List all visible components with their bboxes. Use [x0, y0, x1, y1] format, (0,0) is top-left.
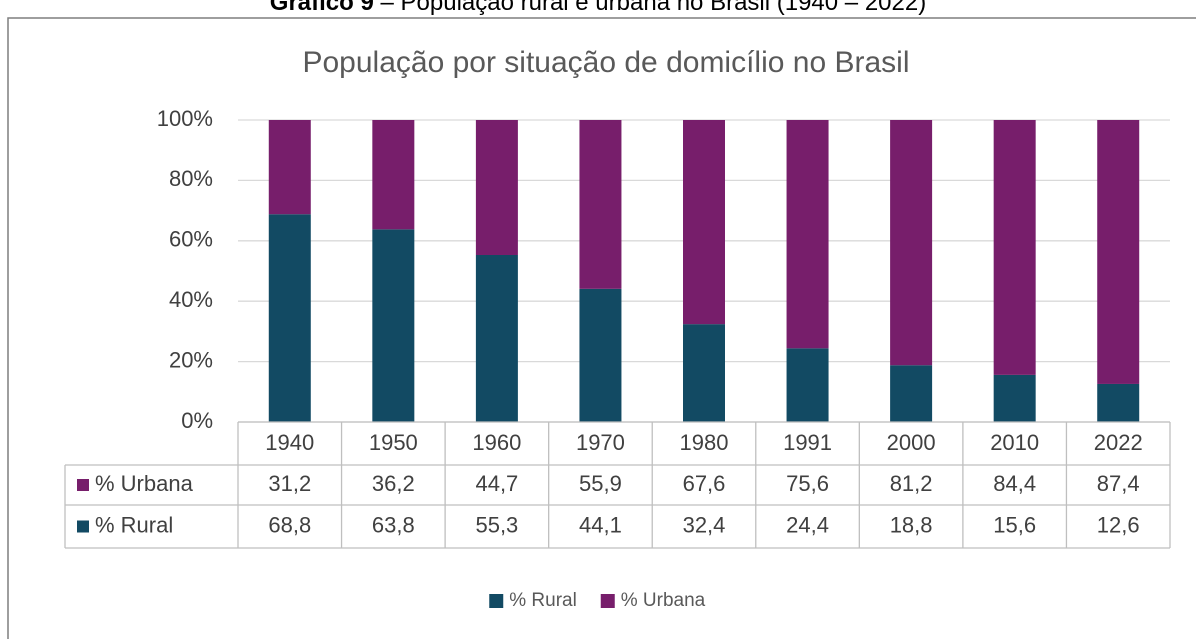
bar-segment — [1097, 383, 1140, 422]
caption-text: – População rural e urbana no Brasil (19… — [381, 0, 927, 16]
x-tick-label: 2000 — [887, 430, 936, 455]
table-value: 63,8 — [372, 512, 415, 537]
bar-segment — [268, 120, 311, 215]
table-value: 36,2 — [372, 471, 415, 496]
table-value: 32,4 — [683, 512, 726, 537]
y-tick-label: 80% — [169, 166, 213, 191]
y-tick-label: 20% — [169, 347, 213, 372]
bar-segment — [890, 365, 933, 422]
x-tick-label: 1970 — [576, 430, 625, 455]
bar-segment — [683, 324, 725, 422]
table-value: 87,4 — [1097, 471, 1140, 496]
bar-segment — [372, 120, 415, 230]
y-tick-label: 100% — [157, 106, 213, 131]
table-value: 44,1 — [579, 512, 622, 537]
bar-segment — [683, 120, 725, 325]
table-value: 81,2 — [890, 471, 933, 496]
legend-key — [489, 594, 504, 608]
table-row-label: % Rural — [95, 512, 173, 537]
table-legend-key — [77, 520, 89, 533]
table-value: 24,4 — [786, 512, 829, 537]
table-value: 18,8 — [890, 512, 933, 537]
bar-segment — [786, 120, 829, 349]
x-tick-label: 1980 — [680, 430, 729, 455]
bar-segment — [993, 120, 1036, 375]
table-value: 12,6 — [1097, 512, 1140, 537]
y-tick-label: 60% — [169, 227, 213, 252]
table-value: 55,3 — [475, 512, 518, 537]
legend-label: % Urbana — [621, 590, 706, 611]
bar-segment — [786, 348, 829, 422]
bar-segment — [993, 374, 1036, 422]
bar-segment — [579, 120, 622, 289]
table-value: 31,2 — [268, 471, 311, 496]
legend-key — [600, 594, 615, 608]
x-tick-label: 1960 — [472, 430, 521, 455]
table-legend-key — [77, 479, 89, 491]
caption: Gráfico 9 – População rural e urbana no … — [270, 0, 926, 16]
bar-segment — [579, 288, 622, 422]
table-value: 68,8 — [268, 512, 311, 537]
x-tick-label: 1950 — [369, 430, 418, 455]
bar-segment — [475, 254, 518, 422]
table-value: 75,6 — [786, 471, 829, 496]
y-tick-label: 0% — [181, 408, 213, 433]
table-value: 84,4 — [993, 471, 1036, 496]
x-tick-label: 1991 — [783, 430, 832, 455]
x-tick-label: 2010 — [990, 430, 1039, 455]
bar-segment — [475, 120, 518, 255]
legend-label: % Rural — [509, 590, 577, 611]
x-tick-label: 1940 — [265, 430, 314, 455]
x-tick-label: 2022 — [1094, 430, 1143, 455]
chart-title: População por situação de domicílio no B… — [302, 46, 909, 79]
caption-label: Gráfico 9 — [270, 0, 374, 16]
table-value: 15,6 — [993, 512, 1036, 537]
table-value: 44,7 — [475, 471, 518, 496]
bar-segment — [268, 214, 311, 422]
table-value: 67,6 — [683, 471, 726, 496]
bar-segment — [890, 120, 933, 366]
y-tick-label: 40% — [169, 287, 213, 312]
bar-segment — [372, 229, 415, 422]
bar-segment — [1097, 120, 1140, 384]
table-row-label: % Urbana — [95, 471, 194, 496]
table-value: 55,9 — [579, 471, 622, 496]
